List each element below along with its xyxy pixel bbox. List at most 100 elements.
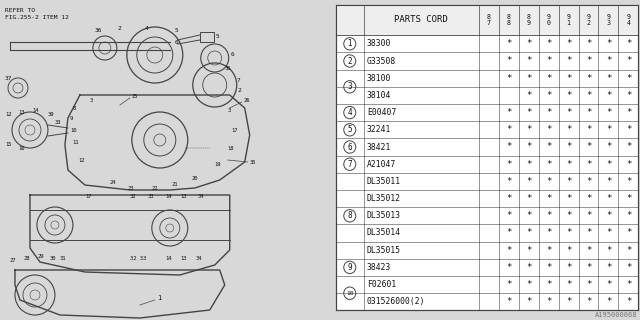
Text: 2: 2: [348, 57, 352, 66]
Text: *: *: [506, 160, 511, 169]
Text: 8
7: 8 7: [486, 14, 491, 26]
Text: 9: 9: [348, 263, 352, 272]
Text: *: *: [546, 39, 551, 48]
Text: 30: 30: [50, 255, 56, 260]
Text: *: *: [506, 246, 511, 255]
Text: *: *: [506, 228, 511, 237]
Text: 1: 1: [348, 39, 352, 48]
Text: 15: 15: [5, 142, 12, 148]
Text: *: *: [506, 211, 511, 220]
Text: 38300: 38300: [367, 39, 391, 48]
Text: *: *: [526, 177, 531, 186]
Text: A195000068: A195000068: [595, 312, 637, 318]
Text: 13: 13: [180, 195, 186, 199]
Text: 1: 1: [157, 295, 161, 301]
Text: 8
8: 8 8: [507, 14, 511, 26]
Text: *: *: [546, 280, 551, 289]
Text: *: *: [566, 211, 571, 220]
Text: *: *: [506, 125, 511, 134]
Text: *: *: [526, 263, 531, 272]
Text: *: *: [626, 74, 631, 83]
Text: *: *: [586, 142, 591, 151]
Text: 38421: 38421: [367, 142, 391, 151]
Text: 5: 5: [348, 125, 352, 134]
Text: *: *: [626, 125, 631, 134]
Text: *: *: [526, 211, 531, 220]
Text: *: *: [526, 74, 531, 83]
Text: *: *: [566, 39, 571, 48]
Text: *: *: [586, 108, 591, 117]
Text: *: *: [606, 125, 611, 134]
Text: 36: 36: [225, 66, 231, 70]
Text: *: *: [506, 280, 511, 289]
Text: *: *: [586, 74, 591, 83]
Text: *: *: [566, 57, 571, 66]
Text: 7: 7: [237, 77, 241, 83]
Text: 28: 28: [24, 255, 31, 260]
Text: *: *: [546, 211, 551, 220]
Text: *: *: [586, 160, 591, 169]
Text: *: *: [586, 177, 591, 186]
Text: 16: 16: [18, 146, 24, 150]
Text: 5: 5: [216, 35, 220, 39]
Text: *: *: [506, 74, 511, 83]
Text: 13: 13: [18, 109, 24, 115]
Text: *: *: [546, 142, 551, 151]
Text: 4: 4: [348, 108, 352, 117]
Text: DL35013: DL35013: [367, 211, 401, 220]
Text: 14: 14: [165, 255, 172, 260]
Text: 7: 7: [348, 160, 352, 169]
Text: 38100: 38100: [367, 74, 391, 83]
Text: 17: 17: [232, 127, 238, 132]
Text: 9
3: 9 3: [607, 14, 611, 26]
Text: A21047: A21047: [367, 160, 396, 169]
Text: *: *: [606, 177, 611, 186]
Text: *: *: [606, 297, 611, 306]
Text: REFER TO: REFER TO: [5, 8, 35, 13]
Text: DL35012: DL35012: [367, 194, 401, 203]
Text: *: *: [546, 57, 551, 66]
Text: *: *: [546, 194, 551, 203]
Text: G33508: G33508: [367, 57, 396, 66]
Text: *: *: [566, 177, 571, 186]
Text: 3: 3: [348, 82, 352, 91]
Text: *: *: [546, 74, 551, 83]
Text: *: *: [566, 125, 571, 134]
Text: *: *: [566, 263, 571, 272]
Text: *: *: [606, 160, 611, 169]
Text: 29: 29: [38, 253, 44, 259]
Text: 34: 34: [198, 195, 204, 199]
Text: *: *: [606, 91, 611, 100]
Text: *: *: [546, 108, 551, 117]
Text: 32 33: 32 33: [130, 255, 146, 260]
Text: *: *: [586, 228, 591, 237]
Text: *: *: [586, 263, 591, 272]
Text: *: *: [526, 228, 531, 237]
Text: *: *: [546, 297, 551, 306]
Text: *: *: [506, 142, 511, 151]
Text: *: *: [546, 228, 551, 237]
Text: *: *: [626, 57, 631, 66]
Text: *: *: [626, 228, 631, 237]
Text: 9
2: 9 2: [586, 14, 591, 26]
Text: 10: 10: [70, 127, 76, 132]
Text: 9
1: 9 1: [566, 14, 570, 26]
Text: 2: 2: [118, 26, 122, 30]
Text: *: *: [566, 74, 571, 83]
Text: 32: 32: [130, 195, 136, 199]
Text: *: *: [566, 246, 571, 255]
Text: *: *: [526, 39, 531, 48]
Text: *: *: [526, 91, 531, 100]
Text: *: *: [626, 194, 631, 203]
Text: *: *: [626, 142, 631, 151]
Text: 33: 33: [148, 195, 154, 199]
Text: *: *: [566, 142, 571, 151]
Text: 4: 4: [145, 26, 148, 30]
Text: 8: 8: [73, 106, 76, 110]
Text: 31: 31: [60, 255, 67, 260]
Text: *: *: [586, 297, 591, 306]
Text: *: *: [546, 177, 551, 186]
Text: *: *: [506, 108, 511, 117]
Text: 26: 26: [244, 98, 250, 102]
Text: *: *: [606, 194, 611, 203]
